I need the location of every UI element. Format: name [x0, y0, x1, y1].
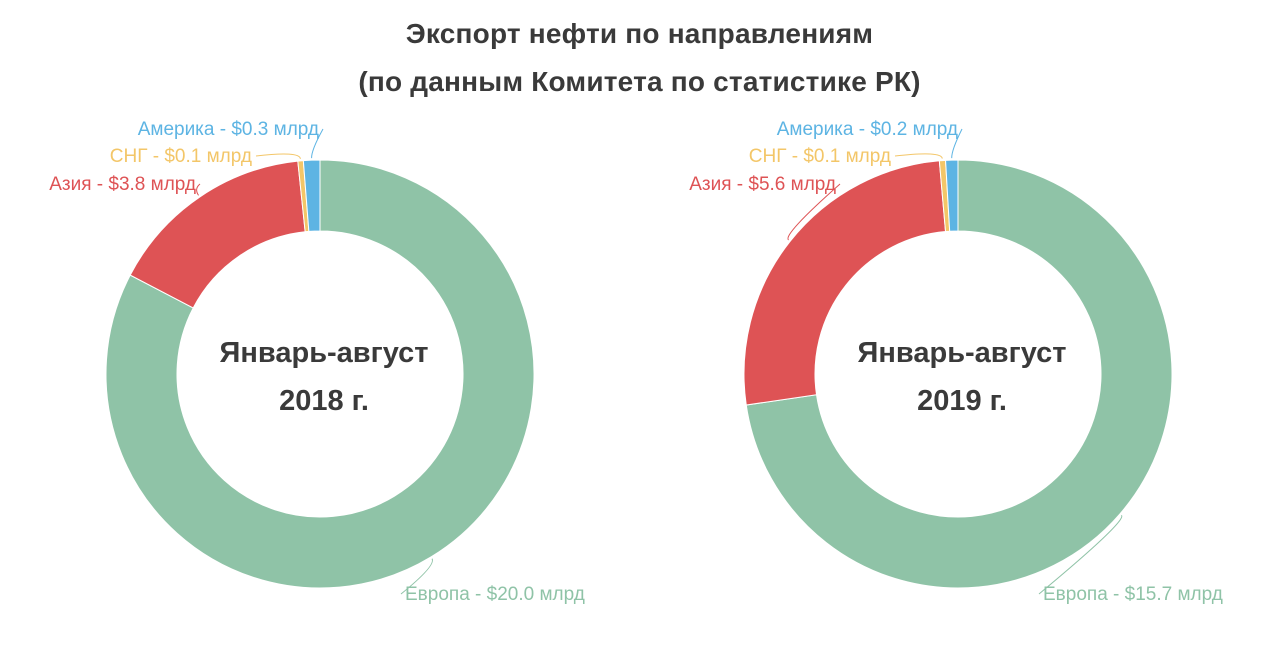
leader-line-СНГ	[255, 153, 301, 160]
leader-line-Америка	[311, 128, 324, 159]
slice-label-Америка: Америка - $0.2 млрд	[777, 119, 958, 140]
center-label-year: 2018 г.	[279, 385, 369, 417]
slice-Америка	[945, 159, 959, 232]
slice-Америка	[302, 159, 321, 232]
center-label-year: 2019 г.	[917, 385, 1007, 417]
slice-Азия	[743, 160, 947, 406]
center-label-period: Январь-август	[858, 337, 1067, 369]
donut-chart-1: Европа - $20.0 млрд Азия - $3.8 млрд СНГ -…	[49, 119, 585, 605]
slice-label-Европа: Европа - $15.7 млрд	[1043, 584, 1223, 605]
slice-label-Азия: Азия - $3.8 млрд	[49, 174, 196, 195]
leader-line-Азия	[196, 183, 201, 196]
slice-label-Америка: Америка - $0.3 млрд	[138, 119, 319, 140]
slice-label-Европа: Европа - $20.0 млрд	[405, 584, 585, 605]
slice-label-СНГ: СНГ - $0.1 млрд	[110, 146, 252, 167]
leader-line-Азия	[787, 183, 841, 241]
leader-line-Европа	[400, 558, 433, 595]
leader-line-Америка	[951, 128, 963, 159]
slice-Европа	[745, 159, 1173, 589]
slice-Европа	[105, 159, 535, 589]
donut-chart-2: Европа - $15.7 млрд Азия - $5.6 млрд СНГ -…	[689, 119, 1223, 605]
leader-line-СНГ	[894, 153, 943, 159]
center-label-period: Январь-август	[220, 337, 429, 369]
slice-label-СНГ: СНГ - $0.1 млрд	[749, 146, 891, 167]
chart-title: Экспорт нефти по направлениям	[405, 18, 874, 49]
slice-label-Азия: Азия - $5.6 млрд	[689, 174, 836, 195]
leader-line-Европа	[1038, 514, 1123, 595]
chart-subtitle: (по данным Комитета по статистике РК)	[358, 66, 921, 97]
